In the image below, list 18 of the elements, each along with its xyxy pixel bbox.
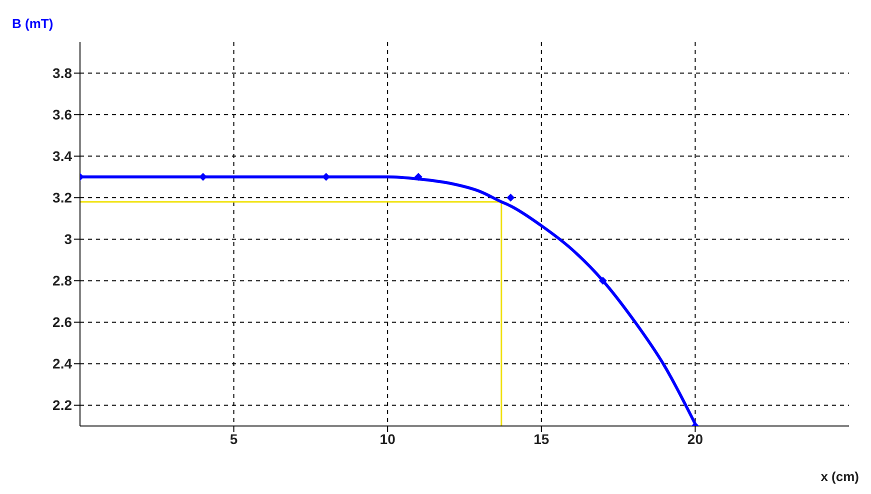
point [598,276,607,285]
x-tick-label: 15 [534,430,550,447]
y-tick-label: 3.6 [52,106,72,123]
y-tick-label: 3.8 [52,65,72,82]
y-tick-label: 2.4 [52,356,72,372]
y-tick-label: 2.2 [52,397,72,414]
y-tick-label: 3.2 [52,190,72,206]
point [506,194,515,202]
point [414,172,422,181]
x-tick-label: 5 [230,430,238,447]
x-tick-label: 20 [687,430,704,447]
y-axis-title: B (mT) [12,16,54,31]
x-axis-title: x (cm) [820,469,859,484]
x-tick-label: 10 [380,430,396,447]
y-tick-label: 3 [64,231,72,248]
y-tick-label: 2.8 [52,272,72,289]
y-tick-label: 2.6 [52,314,72,330]
y-tick-label: 3.4 [52,148,72,164]
